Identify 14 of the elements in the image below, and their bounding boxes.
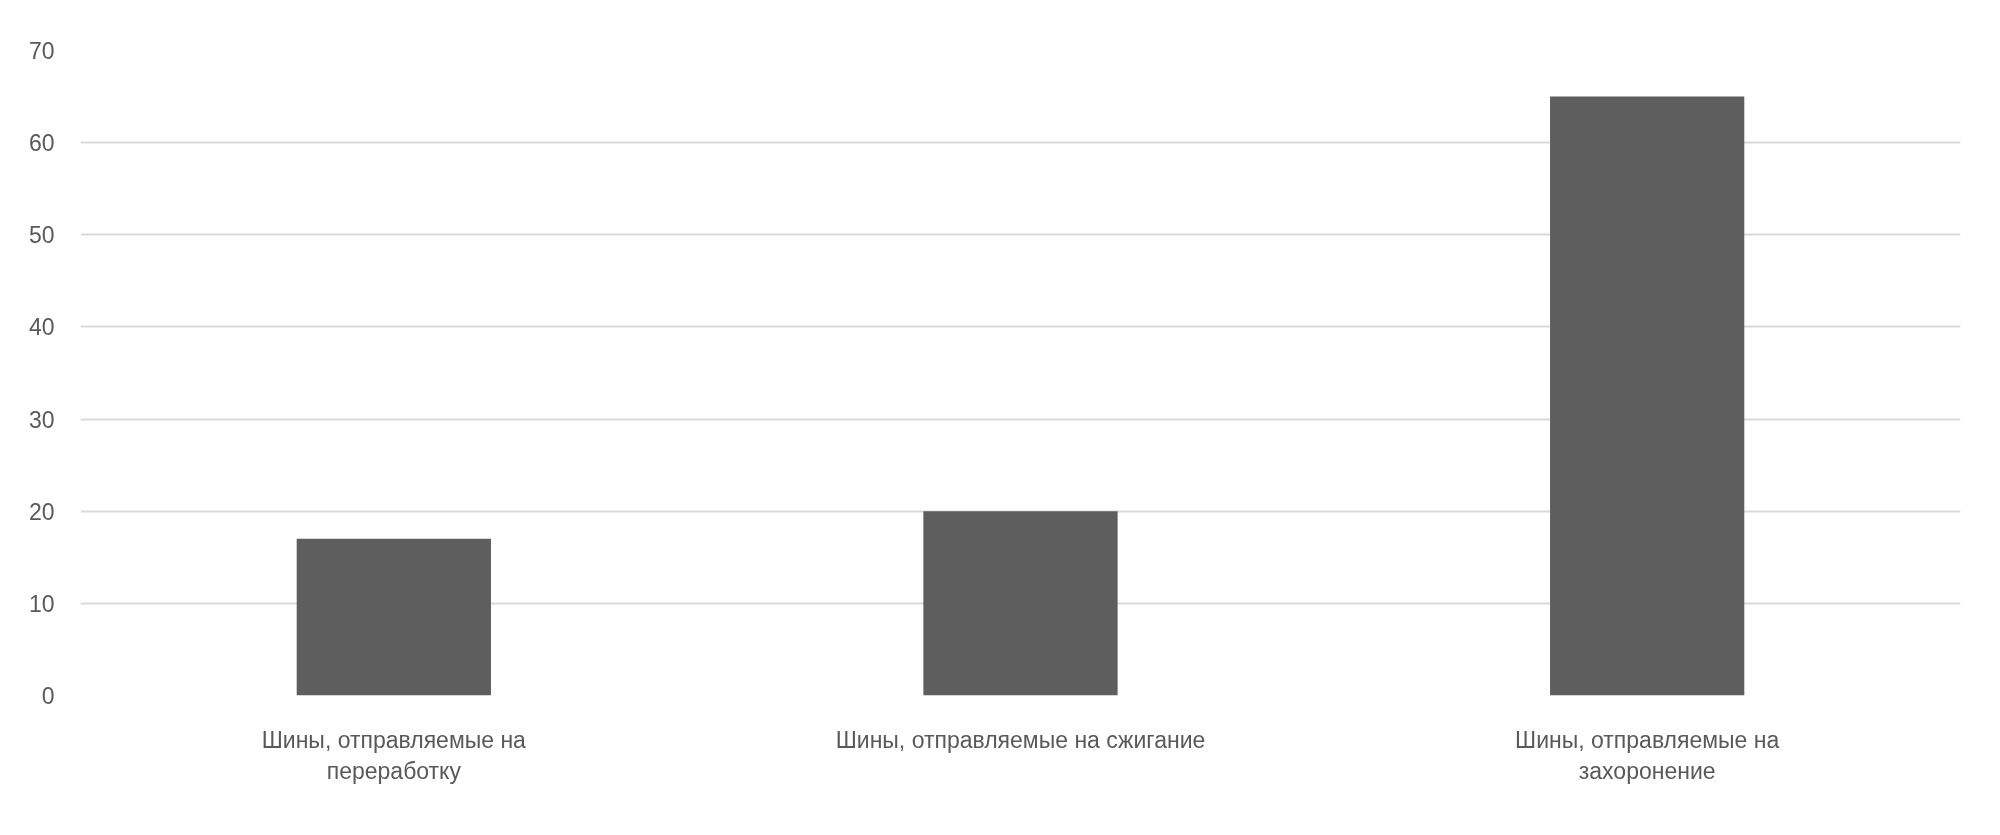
y-tick-label: 40 <box>28 314 55 341</box>
x-tick-label: Шины, отправляемые на захоронение <box>1515 726 1780 784</box>
y-tick-label: 70 <box>28 38 55 64</box>
bar <box>923 511 1118 696</box>
x-tick-label: Шины, отправляемые на сжигание <box>835 726 1206 753</box>
y-tick-label: 10 <box>28 590 55 617</box>
y-tick-label: 30 <box>28 406 55 433</box>
y-tick-label: 20 <box>28 498 55 525</box>
y-tick-label: 0 <box>41 683 55 709</box>
bar <box>1550 96 1745 696</box>
y-tick-label: 50 <box>28 222 55 249</box>
x-tick-label: Шины, отправляемые на переработку <box>261 726 527 784</box>
y-tick-label: 60 <box>28 130 55 157</box>
bar <box>296 538 491 696</box>
